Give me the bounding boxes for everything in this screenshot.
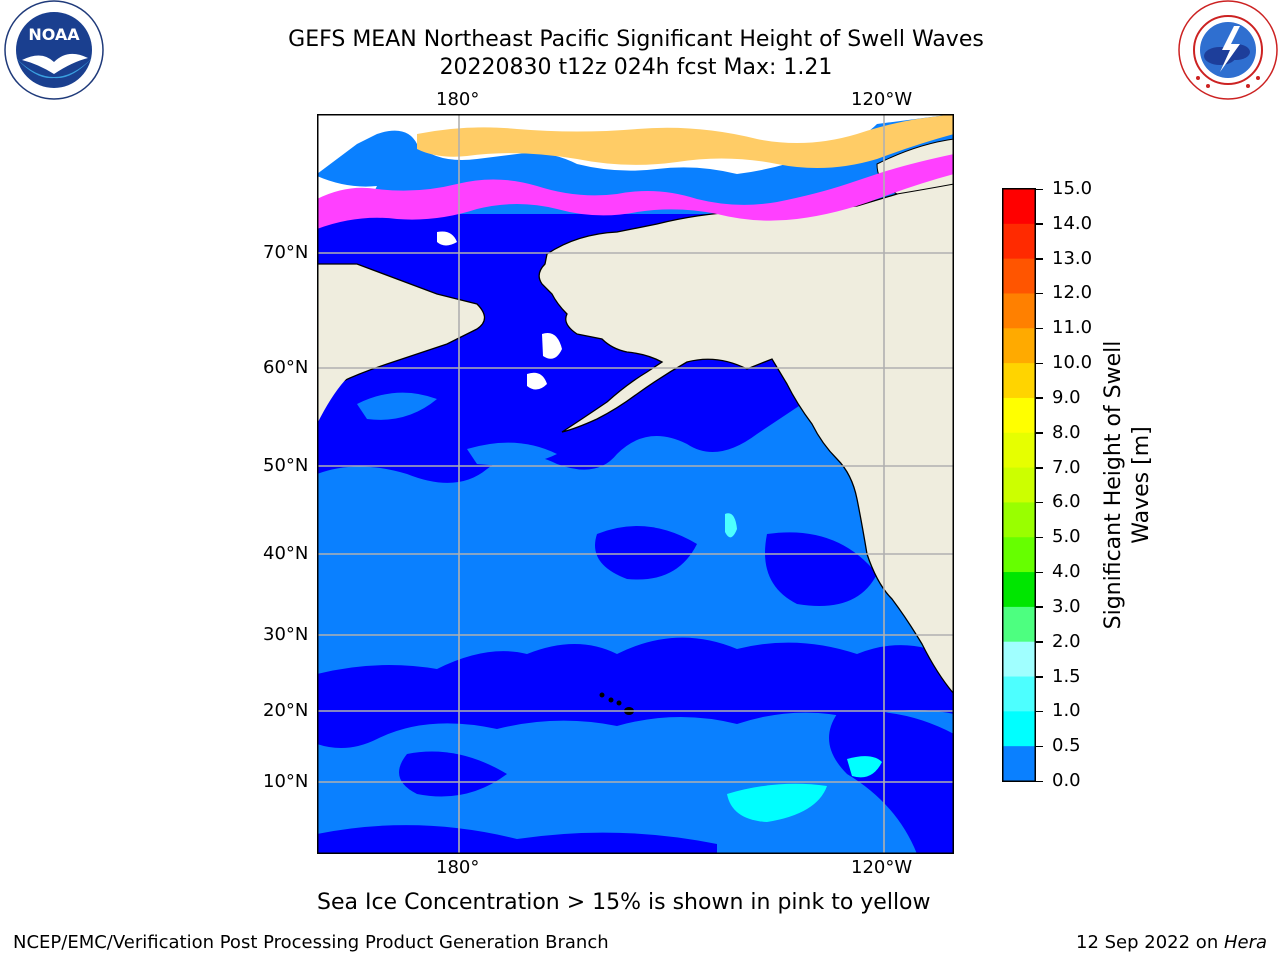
cyan-patch (727, 783, 827, 822)
colorbar-tick-mark (1036, 467, 1043, 469)
colorbar-tick-label: 5.0 (1052, 526, 1081, 548)
colorbar-tick-label: 12.0 (1052, 282, 1093, 304)
colorbar-tick-mark (1036, 362, 1043, 365)
lon-tick-bottom-180: 180° (436, 857, 480, 878)
colorbar-tick-label: 1.0 (1052, 700, 1081, 722)
colorbar-segment (1003, 397, 1035, 434)
colorbar-tick-label: 2.0 (1052, 630, 1081, 652)
colorbar-tick-mark (1036, 223, 1043, 225)
colorbar-tick-label: 7.0 (1052, 456, 1081, 478)
colorbar-tick-label: 8.0 (1052, 421, 1081, 443)
footer-date-text: 12 Sep 2022 on (1076, 932, 1224, 953)
colorbar-segment (1003, 223, 1035, 260)
colorbar-label-line1: Significant Height of Swell (1101, 340, 1126, 630)
land-siberia (317, 263, 486, 395)
swell-height-map (317, 114, 954, 854)
plot-title: GEFS MEAN Northeast Pacific Significant … (288, 27, 984, 52)
colorbar-segment (1003, 363, 1035, 399)
lat-tick-10n: 10°N (263, 771, 309, 792)
colorbar-tick-label: 15.0 (1052, 178, 1093, 199)
colorbar-segment (1003, 606, 1035, 643)
colorbar-tick-label: 13.0 (1052, 247, 1093, 269)
colorbar (1002, 188, 1036, 782)
colorbar-tick-label: 3.0 (1052, 595, 1081, 617)
colorbar-segment (1003, 189, 1035, 225)
colorbar-tick-mark (1036, 710, 1043, 713)
colorbar-tick-mark (1036, 745, 1043, 748)
nws-logo-icon (1178, 0, 1278, 100)
colorbar-tick-mark (1036, 571, 1043, 574)
colorbar-segment (1003, 432, 1035, 469)
colorbar-tick-label: 9.0 (1052, 386, 1081, 408)
colorbar-tick-label: 1.5 (1052, 665, 1081, 687)
colorbar-tick-mark (1036, 536, 1043, 539)
colorbar-tick-mark (1036, 292, 1043, 295)
colorbar-label: Significant Height of Swell Waves [m] (1100, 341, 1156, 630)
colorbar-frame (1002, 188, 1036, 782)
colorbar-tick-label: 14.0 (1052, 212, 1093, 234)
footer-date: 12 Sep 2022 on Hera (1076, 932, 1267, 953)
colorbar-segment (1003, 641, 1035, 678)
ocean-low-tropical (317, 637, 954, 748)
colorbar-tick-label: 6.0 (1052, 491, 1081, 513)
colorbar-segment (1003, 537, 1035, 573)
lat-tick-60n: 60°N (263, 357, 309, 378)
footer-host: Hera (1223, 932, 1267, 953)
lat-tick-70n: 70°N (263, 242, 309, 263)
colorbar-segment (1003, 467, 1035, 503)
colorbar-segment (1003, 328, 1035, 364)
noaa-logo-text: NOAA (28, 25, 80, 44)
colorbar-tick-label: 0.5 (1052, 735, 1081, 757)
lat-tick-20n: 20°N (263, 700, 309, 721)
footer-branch: NCEP/EMC/Verification Post Processing Pr… (13, 932, 609, 953)
colorbar-label-line2: Waves [m] (1129, 426, 1154, 544)
colorbar-tick-mark (1036, 641, 1043, 643)
lat-tick-50n: 50°N (263, 455, 309, 476)
colorbar-tick-mark (1036, 432, 1043, 434)
colorbar-segment (1003, 572, 1035, 608)
lon-tick-top-120w: 120°W (851, 89, 913, 110)
colorbar-tick-mark (1036, 501, 1043, 504)
colorbar-segment (1003, 502, 1035, 538)
lat-tick-30n: 30°N (263, 624, 309, 645)
colorbar-tick-mark (1036, 327, 1043, 330)
lon-tick-top-180: 180° (436, 89, 480, 110)
colorbar-tick-mark (1036, 780, 1043, 782)
sea-ice-orange (417, 114, 954, 168)
colorbar-tick-label: 0.0 (1052, 770, 1081, 791)
colorbar-tick-mark (1036, 397, 1043, 399)
graticule (317, 114, 954, 854)
colorbar-tick-mark (1036, 606, 1043, 608)
colorbar-segment (1003, 711, 1035, 747)
plot-subtitle: 20220830 t12z 024h fcst Max: 1.21 (439, 55, 833, 80)
colorbar-tick-mark (1036, 676, 1043, 678)
colorbar-tick-label: 4.0 (1052, 561, 1081, 583)
noaa-logo-icon: NOAA (4, 0, 104, 100)
colorbar-segment (1003, 293, 1035, 329)
colorbar-segment (1003, 746, 1035, 782)
colorbar-segment (1003, 258, 1035, 294)
colorbar-segment (1003, 676, 1035, 712)
sea-ice-note: Sea Ice Concentration > 15% is shown in … (317, 890, 931, 915)
sea-ice-pink (317, 154, 954, 229)
colorbar-tick-mark (1036, 188, 1043, 190)
lat-tick-40n: 40°N (263, 543, 309, 564)
colorbar-tick-label: 11.0 (1052, 317, 1093, 339)
lon-tick-bottom-120w: 120°W (851, 857, 913, 878)
colorbar-tick-label: 10.0 (1052, 352, 1093, 374)
map-frame (317, 114, 954, 854)
colorbar-tick-mark (1036, 258, 1043, 260)
